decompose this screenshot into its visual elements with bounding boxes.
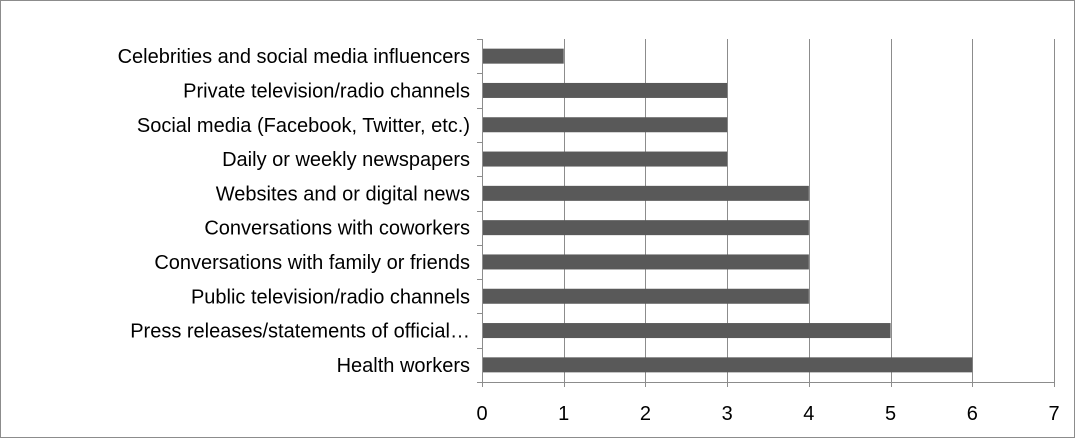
x-tick-label: 4 — [803, 403, 814, 425]
x-tick-label: 2 — [640, 403, 651, 425]
x-tick-label: 6 — [967, 403, 978, 425]
bar — [482, 151, 728, 167]
category-label: Websites and or digital news — [216, 183, 470, 205]
x-tick-label: 7 — [1048, 403, 1059, 425]
bar — [482, 117, 728, 133]
bar — [482, 323, 891, 339]
category-label: Conversations with coworkers — [204, 218, 470, 240]
axes — [477, 39, 1055, 387]
category-label: Conversations with family or friends — [154, 252, 470, 274]
x-tick-label: 3 — [722, 403, 733, 425]
x-tick-label: 5 — [885, 403, 896, 425]
x-tick-label: 0 — [476, 403, 487, 425]
category-label: Health workers — [337, 355, 470, 377]
x-tick-label: 1 — [558, 403, 569, 425]
category-labels: Celebrities and social media influencers… — [118, 46, 470, 377]
category-label: Celebrities and social media influencers — [118, 46, 470, 68]
category-label: Daily or weekly newspapers — [222, 149, 470, 171]
bar — [482, 82, 728, 98]
bar — [482, 254, 809, 270]
tick-labels: 0 1 2 3 4 5 6 7 — [476, 403, 1059, 425]
bar — [482, 288, 809, 304]
bars — [482, 48, 973, 373]
bar — [482, 357, 973, 373]
category-label: Press releases/statements of official… — [130, 321, 470, 343]
category-label: Public television/radio channels — [191, 286, 470, 308]
category-label: Social media (Facebook, Twitter, etc.) — [137, 115, 470, 137]
bar — [482, 220, 809, 236]
bar — [482, 48, 564, 64]
category-label: Private television/radio channels — [183, 80, 470, 102]
bar — [482, 185, 809, 201]
